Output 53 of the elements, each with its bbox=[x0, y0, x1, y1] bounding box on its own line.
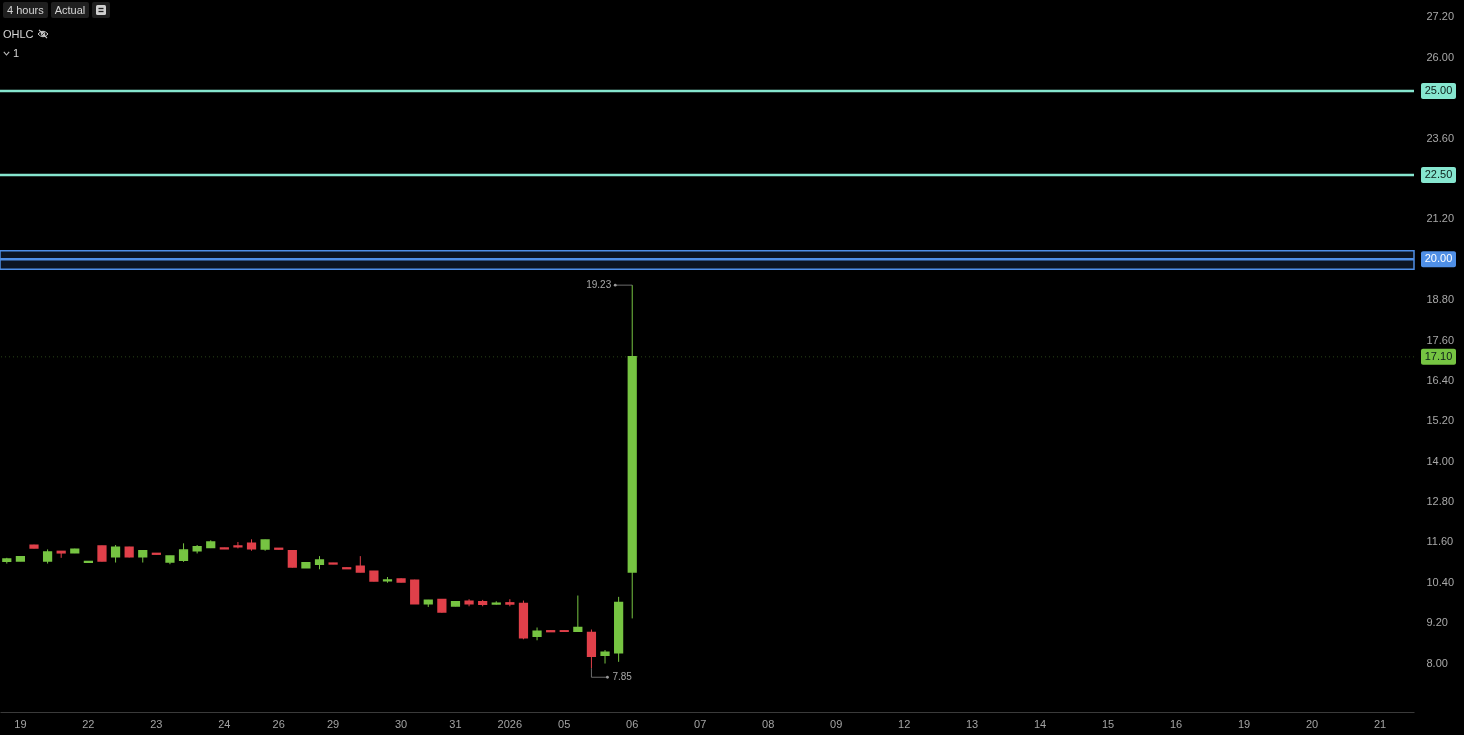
y-tick-label: 14.00 bbox=[1426, 454, 1455, 467]
x-tick-label: 12 bbox=[898, 717, 911, 730]
annotation: Actual bbox=[50, 2, 90, 18]
ref-line-label: 22.50 bbox=[1424, 168, 1453, 181]
y-tick-label: 11.60 bbox=[1426, 535, 1454, 548]
x-tick-label: 23 bbox=[150, 717, 163, 730]
y-tick-label: 27.20 bbox=[1426, 10, 1455, 23]
x-tick-label: 13 bbox=[966, 717, 979, 730]
annotation: 1 bbox=[13, 46, 20, 61]
x-tick-label: 22 bbox=[82, 717, 95, 730]
x-tick-label: 20 bbox=[1305, 717, 1319, 730]
ref-line-label: 17.10 bbox=[1424, 349, 1453, 362]
candlestick bbox=[178, 542, 189, 563]
y-tick-label: 21.20 bbox=[1426, 212, 1455, 225]
y-tick-label: 26.00 bbox=[1426, 50, 1455, 63]
annotation: OHLC bbox=[3, 27, 34, 42]
x-tick-label: 06 bbox=[626, 717, 639, 730]
y-tick-label: 17.60 bbox=[1426, 333, 1455, 346]
x-tick-label: 16 bbox=[1169, 717, 1183, 730]
y-tick-label: 23.60 bbox=[1426, 131, 1455, 144]
x-tick-label: 14 bbox=[1033, 717, 1047, 730]
x-tick-label: 24 bbox=[218, 717, 231, 730]
annotation: 4 hours bbox=[3, 2, 48, 18]
candlestick bbox=[586, 629, 597, 669]
x-tick-label: 07 bbox=[694, 717, 707, 730]
y-tick-label: 12.80 bbox=[1426, 495, 1455, 508]
candlestick bbox=[573, 595, 583, 633]
y-tick-label: 9.20 bbox=[1426, 616, 1448, 629]
ref-line-label: 20.00 bbox=[1424, 252, 1453, 265]
y-tick-label: 8.00 bbox=[1426, 656, 1448, 669]
y-tick-label: 16.40 bbox=[1426, 373, 1455, 386]
x-tick-label: 29 bbox=[326, 717, 340, 730]
x-tick-label: 19 bbox=[1237, 717, 1251, 730]
ref-line-label: 25.00 bbox=[1424, 83, 1453, 96]
annotation: 7.85 bbox=[612, 671, 633, 683]
x-tick-label: 09 bbox=[830, 717, 843, 730]
y-tick-label: 18.80 bbox=[1426, 293, 1455, 306]
candlestick bbox=[233, 541, 243, 549]
x-tick-label: 15 bbox=[1101, 717, 1115, 730]
x-tick-label: 30 bbox=[394, 717, 408, 730]
annotation: 19.23 bbox=[586, 279, 612, 291]
candlestick bbox=[410, 579, 420, 605]
candlestick bbox=[600, 649, 610, 665]
y-tick-label: 10.40 bbox=[1426, 575, 1455, 588]
x-tick-label: 2026 bbox=[497, 717, 523, 730]
x-tick-label: 21 bbox=[1373, 717, 1387, 730]
x-tick-label: 08 bbox=[762, 717, 775, 730]
y-tick-label: 15.20 bbox=[1426, 414, 1455, 427]
x-tick-label: 05 bbox=[558, 717, 571, 730]
x-tick-label: 31 bbox=[449, 717, 462, 730]
candlestick bbox=[505, 598, 515, 607]
x-tick-label: 19 bbox=[14, 717, 27, 730]
x-tick-label: 26 bbox=[272, 717, 285, 730]
